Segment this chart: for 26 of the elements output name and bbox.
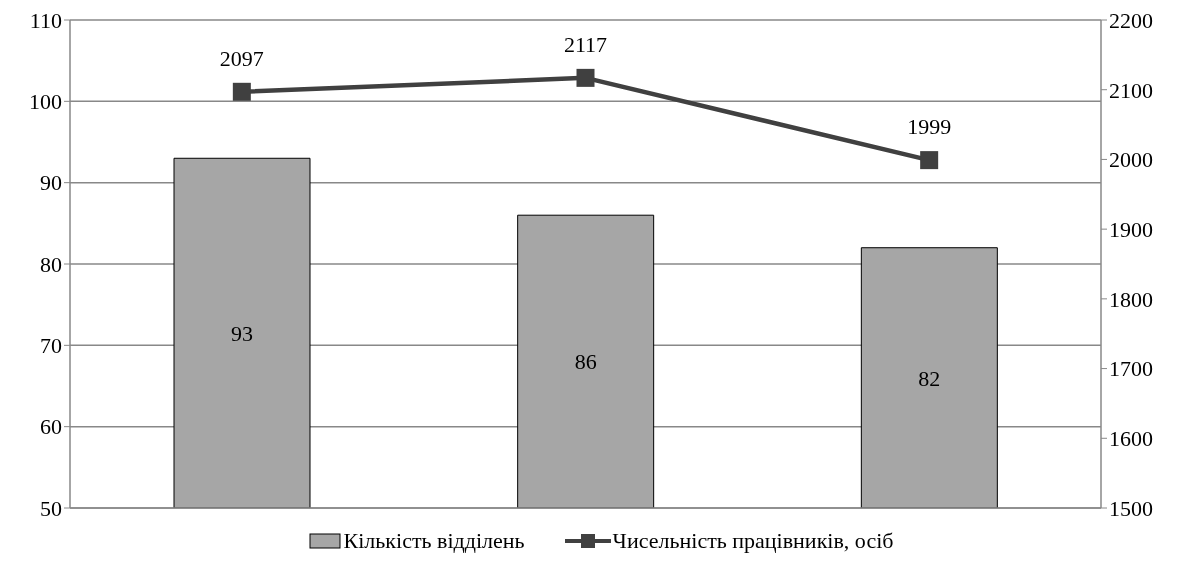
y2-tick-label: 1600 (1109, 426, 1153, 452)
point (920, 151, 939, 170)
point (232, 82, 251, 101)
data-label: 86 (574, 349, 597, 375)
y2-tick-label: 1800 (1109, 286, 1153, 312)
y2-tick-label: 1900 (1109, 216, 1153, 242)
y2-tick-label: 1500 (1109, 495, 1153, 521)
data-label: 2117 (563, 31, 608, 57)
y-tick-label: 80 (40, 251, 62, 277)
data-label: 2097 (219, 45, 264, 71)
y2-tick-label: 1700 (1109, 356, 1153, 382)
y-tick-label: 100 (29, 89, 62, 115)
y-tick-label: 110 (29, 7, 62, 33)
y-tick-label: 60 (40, 414, 62, 440)
data-label: 93 (231, 320, 253, 346)
y-tick-label: 70 (40, 333, 62, 359)
data-label: 82 (918, 365, 941, 391)
y-tick-label: 90 (40, 170, 62, 196)
point (576, 68, 595, 87)
y2-tick-label: 2200 (1109, 7, 1153, 33)
legend-label: Чисельність працівників, осіб (612, 528, 894, 554)
y-tick-label: 50 (40, 495, 62, 521)
y2-tick-label: 2100 (1109, 77, 1153, 103)
legend-label: Кількість відділень (343, 528, 525, 554)
y2-tick-label: 2000 (1109, 147, 1153, 173)
data-label: 1999 (907, 114, 952, 140)
